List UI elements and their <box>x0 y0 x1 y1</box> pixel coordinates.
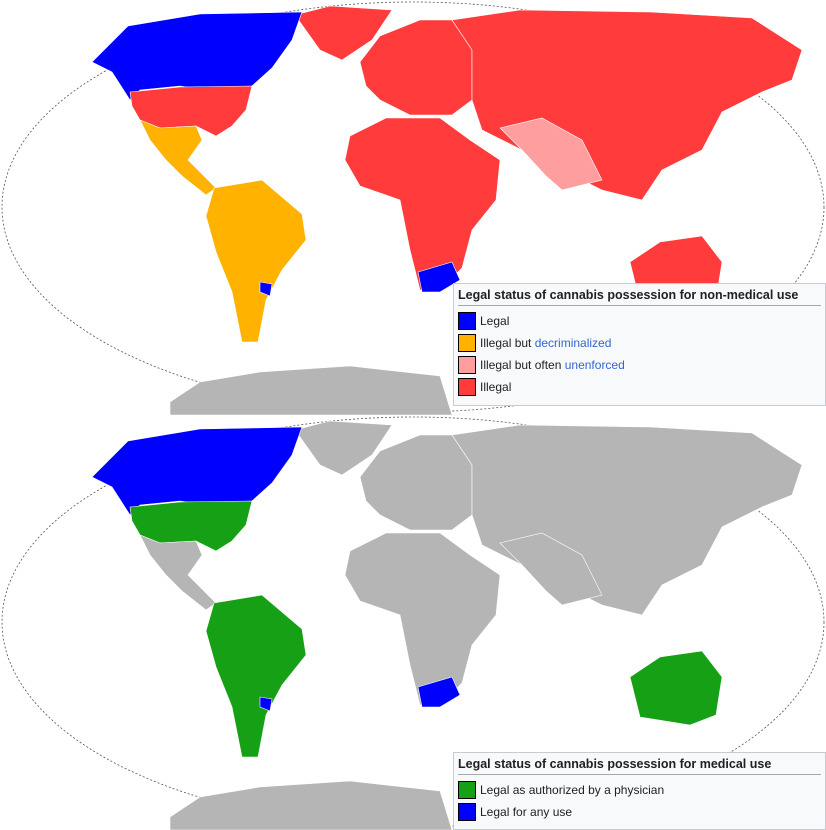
medical-region-australia <box>629 650 723 726</box>
legend-label: Legal <box>480 314 510 328</box>
legend-label: Illegal but often <box>480 358 565 372</box>
legend-swatch <box>458 803 476 821</box>
medical-region-africa <box>344 532 501 706</box>
medical-region-greenland <box>294 420 393 476</box>
non-medical-legend: Legal status of cannabis possession for … <box>453 283 826 406</box>
legend-item-unenforced: Illegal but often unenforced <box>458 354 821 376</box>
legend-swatch <box>458 334 476 352</box>
medical-region-south-africa <box>417 676 461 708</box>
non-medical-region-greenland <box>294 5 393 61</box>
legend-swatch <box>458 378 476 396</box>
medical-use-map <box>1 416 825 830</box>
non-medical-use-map <box>1 1 825 415</box>
medical-region-uruguay <box>259 696 273 712</box>
decriminalized-link[interactable]: decriminalized <box>534 336 612 350</box>
medical-legend: Legal status of cannabis possession for … <box>453 752 826 830</box>
legend-item-medical: Legal as authorized by a physician <box>458 779 821 801</box>
legend-swatch <box>458 781 476 799</box>
legend-swatch <box>458 312 476 330</box>
legend-label: Illegal but <box>480 336 535 350</box>
legend-label: Legal for any use <box>480 805 573 819</box>
medical-region-united-states <box>129 500 253 552</box>
legend-label: Legal as authorized by a physician <box>480 783 665 797</box>
non-medical-region-uruguay <box>259 281 273 297</box>
non-medical-region-south-america <box>205 179 307 343</box>
legend-title: Legal status of cannabis possession for … <box>458 755 821 775</box>
legend-swatch <box>458 356 476 374</box>
non-medical-region-south-africa <box>417 261 461 293</box>
non-medical-region-south-asia <box>499 117 603 191</box>
non-medical-region-united-states <box>129 85 253 137</box>
medical-region-south-asia <box>499 532 603 606</box>
non-medical-region-antarctica <box>169 365 453 415</box>
unenforced-link[interactable]: unenforced <box>564 358 625 372</box>
legend-title: Legal status of cannabis possession for … <box>458 286 821 306</box>
legend-item-decriminalized: Illegal but decriminalized <box>458 332 821 354</box>
legend-item-legal: Legal <box>458 310 821 332</box>
non-medical-region-africa <box>344 117 501 291</box>
legend-item-illegal: Illegal <box>458 376 821 398</box>
medical-region-south-america <box>205 594 307 758</box>
legend-label: Illegal <box>480 380 512 394</box>
medical-region-antarctica <box>169 780 453 830</box>
legend-item-any-use: Legal for any use <box>458 801 821 823</box>
